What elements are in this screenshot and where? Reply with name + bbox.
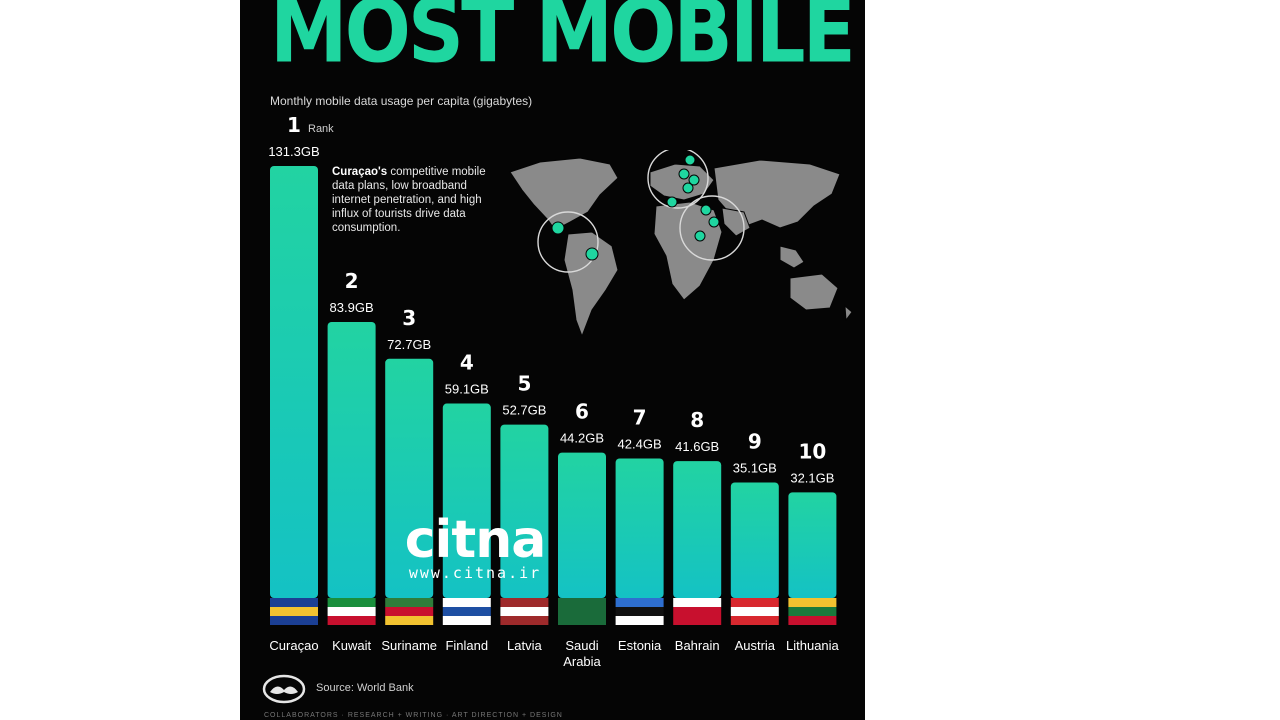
flag-stripe: [558, 598, 606, 607]
flag-stripe: [385, 616, 434, 625]
category-label: Lithuania: [786, 638, 840, 653]
flag-stripe: [788, 616, 837, 625]
bar-1: [270, 166, 318, 598]
rank-label: 8: [690, 408, 704, 432]
rank-label: 6: [575, 400, 589, 424]
flag-stripe: [500, 607, 549, 616]
bar-6: [558, 452, 606, 598]
flag-stripe: [730, 598, 779, 607]
flag-stripe: [327, 598, 376, 607]
flag-stripe: [558, 607, 606, 616]
value-label: 44.2GB: [560, 431, 604, 446]
watermark-url: www.citna.ir: [408, 564, 542, 582]
value-label: 32.1GB: [790, 470, 834, 485]
category-label: Arabia: [563, 654, 601, 669]
bar-5: [500, 424, 549, 598]
infographic-poster: MOST MOBILE DATA? Monthly mobile data us…: [240, 0, 865, 720]
rank-label: 3: [402, 306, 416, 330]
flag-stripe: [442, 607, 491, 616]
bar-chart: 1 131.3GB Curaçao Rank 2 83.9GB Kuwait 3 72.7GB S…: [268, 113, 840, 669]
rank-label: 5: [517, 372, 531, 396]
bar-10: [788, 492, 837, 598]
rank-label: 1: [287, 113, 301, 137]
value-label: 131.3GB: [268, 144, 319, 159]
flag-stripe: [385, 607, 434, 616]
value-label: 52.7GB: [502, 403, 546, 418]
bar-3: [385, 358, 434, 598]
annotation-country: Curaçao's: [332, 166, 388, 178]
rank-label: 10: [798, 439, 826, 463]
flag-stripe: [385, 598, 434, 607]
category-label: Latvia: [507, 638, 542, 653]
bar-8: [673, 461, 722, 598]
flag-stripe: [327, 607, 376, 616]
flag-stripe: [442, 598, 491, 607]
category-label: Saudi: [565, 638, 598, 653]
flag-stripe: [270, 607, 318, 616]
value-label: 59.1GB: [445, 382, 489, 397]
category-label: Bahrain: [675, 638, 720, 653]
source-note: Source: World Bank: [316, 682, 414, 694]
value-label: 72.7GB: [387, 337, 431, 352]
credits-line: COLLABORATORS · RESEARCH + WRITING · ART…: [264, 712, 563, 719]
annotation-body: competitive mobile data plans, low broad…: [332, 166, 486, 234]
flag-stripe: [673, 616, 722, 625]
bar-2: [327, 321, 376, 598]
category-label: Finland: [445, 638, 488, 653]
category-label: Suriname: [381, 638, 437, 653]
world-map-icon: [500, 147, 860, 340]
rank-label: 9: [748, 430, 762, 454]
visual-capitalist-logo-icon: [262, 674, 306, 704]
flag-stripe: [673, 598, 722, 607]
value-label: 42.4GB: [618, 436, 662, 451]
category-label: Curaçao: [269, 638, 318, 653]
rank-label: 2: [345, 269, 359, 293]
watermark: citna www.citna.ir: [390, 510, 560, 582]
flag-stripe: [788, 607, 837, 616]
category-label: Kuwait: [332, 638, 371, 653]
rank-word-label: Rank: [308, 123, 334, 135]
flag-stripe: [500, 598, 549, 607]
category-label: Estonia: [618, 638, 662, 653]
chart-subtitle: Monthly mobile data usage per capita (gi…: [270, 94, 533, 108]
value-label: 83.9GB: [330, 300, 374, 315]
flag-stripe: [615, 607, 664, 616]
value-label: 35.1GB: [733, 461, 777, 476]
bar-7: [615, 458, 664, 598]
value-label: 41.6GB: [675, 439, 719, 454]
flag-stripe: [673, 607, 722, 616]
annotation-text: Curaçao's competitive mobile data plans,…: [332, 165, 492, 235]
rank-label: 7: [633, 405, 647, 429]
flag-stripe: [270, 598, 318, 607]
flag-stripe: [730, 616, 779, 625]
flag-stripe: [270, 616, 318, 625]
flag-stripe: [730, 607, 779, 616]
flag-stripe: [327, 616, 376, 625]
headline: MOST MOBILE DATA?: [270, 0, 865, 83]
flag-stripe: [615, 598, 664, 607]
watermark-logo: citna: [404, 510, 547, 570]
category-label: Austria: [735, 638, 776, 653]
rank-label: 4: [460, 351, 474, 375]
flag-stripe: [500, 616, 549, 625]
bar-4: [442, 403, 491, 598]
bar-9: [730, 482, 779, 598]
flag-stripe: [615, 616, 664, 625]
flag-stripe: [788, 598, 837, 607]
flag-stripe: [442, 616, 491, 625]
flag-stripe: [558, 616, 606, 625]
